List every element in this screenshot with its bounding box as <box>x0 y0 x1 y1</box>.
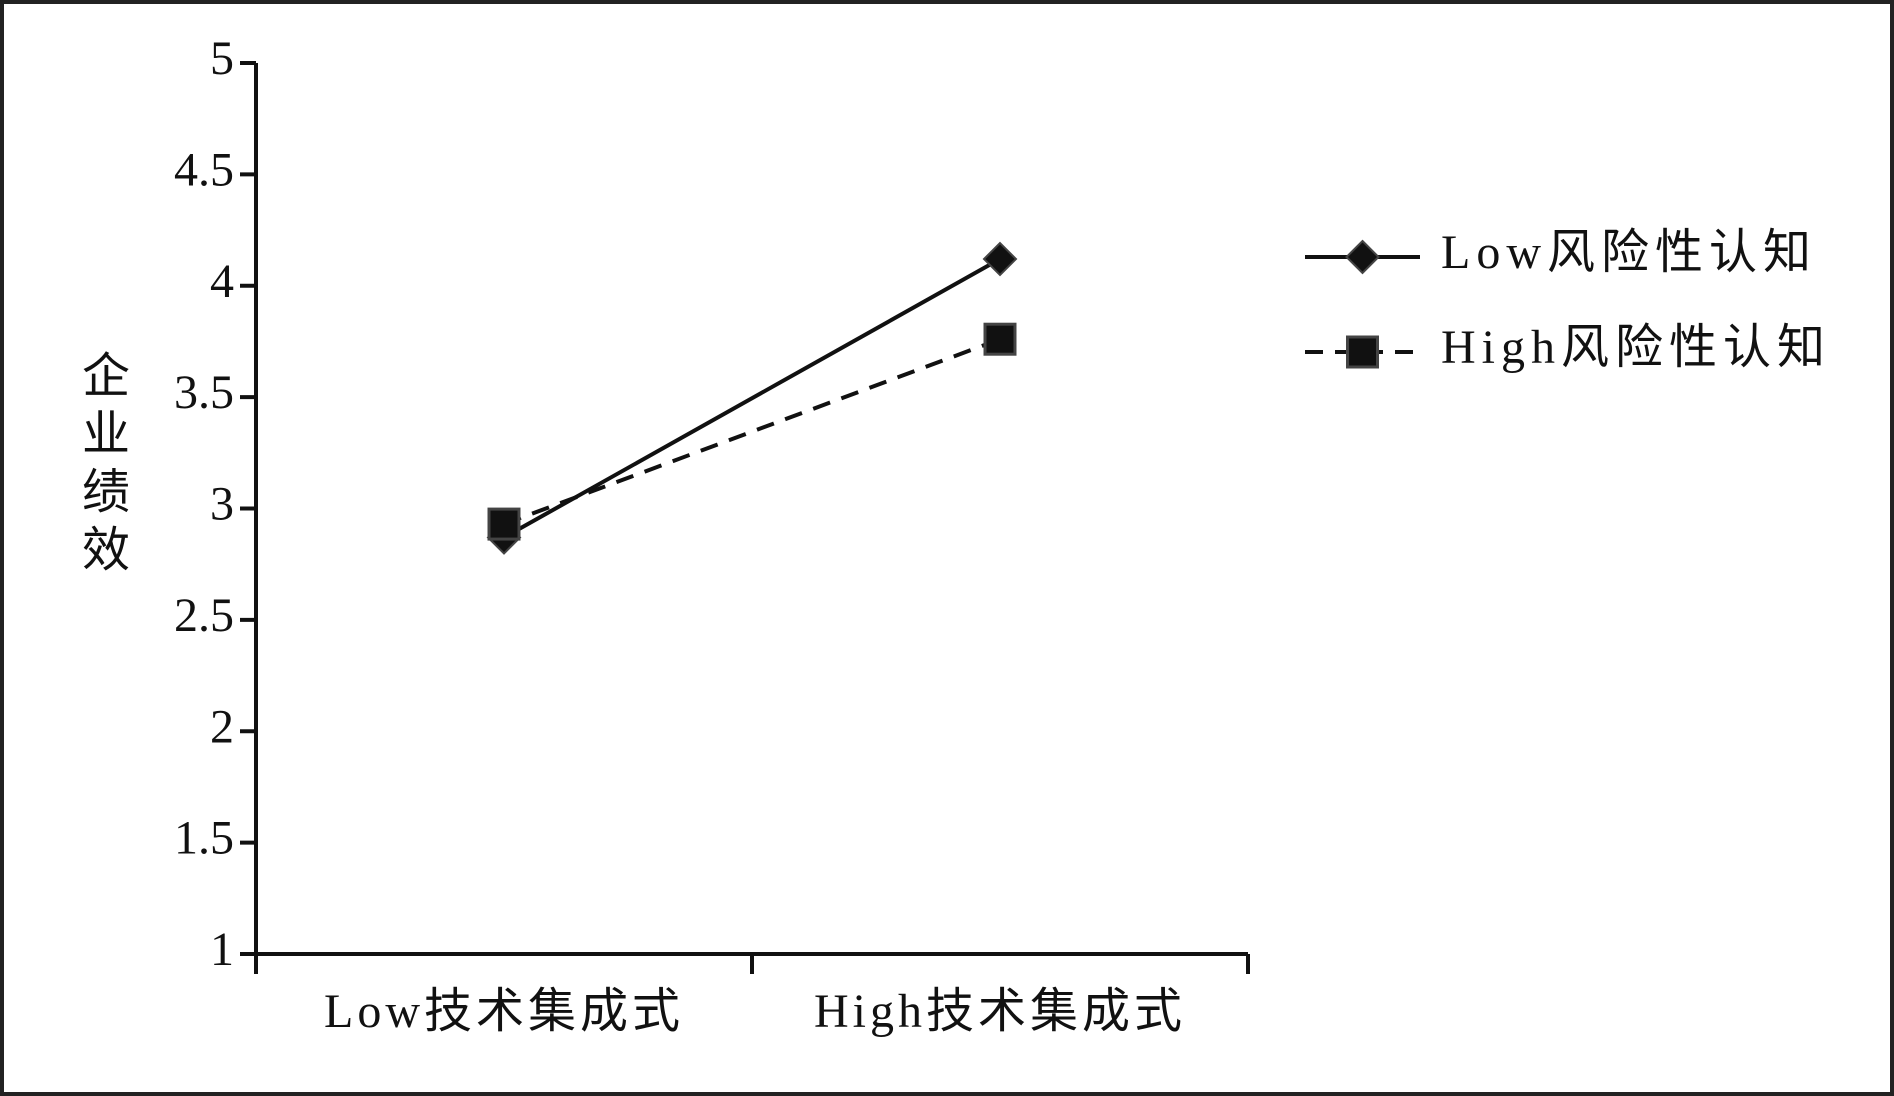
point <box>983 322 1017 356</box>
legend-marker <box>1345 239 1380 275</box>
y-tick-label: 1 <box>210 923 234 976</box>
point <box>982 241 1018 277</box>
legend-label: High风险性认知 <box>1441 321 1831 374</box>
series-line <box>503 257 1001 540</box>
y-axis-label: 企业绩效 <box>74 350 129 582</box>
y-tick-label: 3.5 <box>174 366 234 419</box>
legend-marker <box>1346 335 1379 369</box>
legend-label: Low风险性认知 <box>1441 226 1817 279</box>
x-tick-label: Low技术集成式 <box>324 985 684 1038</box>
y-tick-label: 4 <box>210 255 234 308</box>
y-tick-label: 4.5 <box>174 143 234 196</box>
y-tick-label: 1.5 <box>174 812 234 865</box>
y-tick-label: 2.5 <box>174 589 234 642</box>
y-tick-label: 3 <box>210 478 234 531</box>
y-tick-label: 5 <box>210 32 234 85</box>
x-tick-label: High技术集成式 <box>814 985 1186 1038</box>
y-tick-label: 2 <box>210 700 234 753</box>
point <box>487 507 521 541</box>
